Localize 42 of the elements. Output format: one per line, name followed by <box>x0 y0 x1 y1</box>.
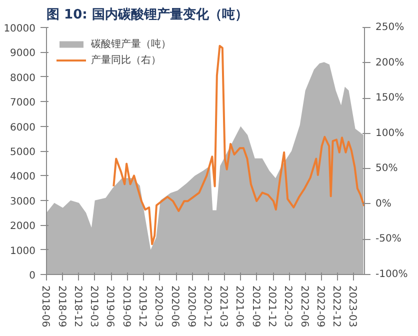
x-tick-label: 2020-12 <box>201 286 212 328</box>
y2-tick-label: 0% <box>376 198 392 210</box>
chart-title: 图 10: 国内碳酸锂产量变化（吨） <box>46 6 248 22</box>
y-tick-label: 10000 <box>4 24 36 34</box>
y-tick-label: 0 <box>29 270 36 282</box>
y2-tick-label: 50% <box>376 163 398 174</box>
y-tick-label: 4000 <box>10 172 36 183</box>
legend-label: 碳酸锂产量（吨） <box>91 38 171 51</box>
y2-tick-label: 200% <box>376 57 404 68</box>
x-tick-label: 2020-03 <box>152 286 164 328</box>
x-tick-label: 2021-12 <box>266 286 278 328</box>
x-tick-label: 2022-12 <box>330 286 342 328</box>
x-tick-label: 2019-03 <box>88 286 99 328</box>
x-tick-label: 2020-06 <box>169 286 180 328</box>
y-tick-label: 2000 <box>10 221 36 232</box>
x-tick-label: 2019-12 <box>136 286 148 328</box>
x-tick-label: 2022-09 <box>314 286 326 328</box>
y-tick-label: 3000 <box>10 196 36 208</box>
x-tick-label: 2019-09 <box>120 286 132 328</box>
x-tick-label: 2021-06 <box>234 286 245 328</box>
y2-tick-label: 250% <box>376 22 404 33</box>
x-tick-label: 2018-06 <box>40 286 50 328</box>
y-tick-label: 7000 <box>10 98 36 109</box>
x-tick-label: 2018-12 <box>72 286 83 328</box>
y-tick-label: 5000 <box>10 147 36 158</box>
y2-tick-label: 100% <box>376 128 404 139</box>
x-tick-label: 2021-03 <box>217 286 228 328</box>
y-tick-label: 8000 <box>10 72 36 84</box>
x-tick-label: 2021-09 <box>250 286 261 328</box>
y2-tick-label: -100% <box>376 269 408 280</box>
x-tick-label: 2022-06 <box>298 286 310 328</box>
x-tick-label: 2020-09 <box>185 286 196 328</box>
y-tick-label: 1000 <box>10 246 36 257</box>
y2-tick-label: -50% <box>376 234 402 245</box>
x-tick-label: 2018-09 <box>56 286 67 328</box>
x-tick-label: 2023-03 <box>346 286 358 328</box>
legend-label: 产量同比（右） <box>91 54 161 67</box>
y-tick-label: 9000 <box>10 48 36 60</box>
x-tick-label: 2019-06 <box>104 286 116 328</box>
y-tick-label: 6000 <box>10 122 36 134</box>
y2-tick-label: 150% <box>376 92 404 104</box>
x-tick-label: 2022-03 <box>282 286 294 328</box>
